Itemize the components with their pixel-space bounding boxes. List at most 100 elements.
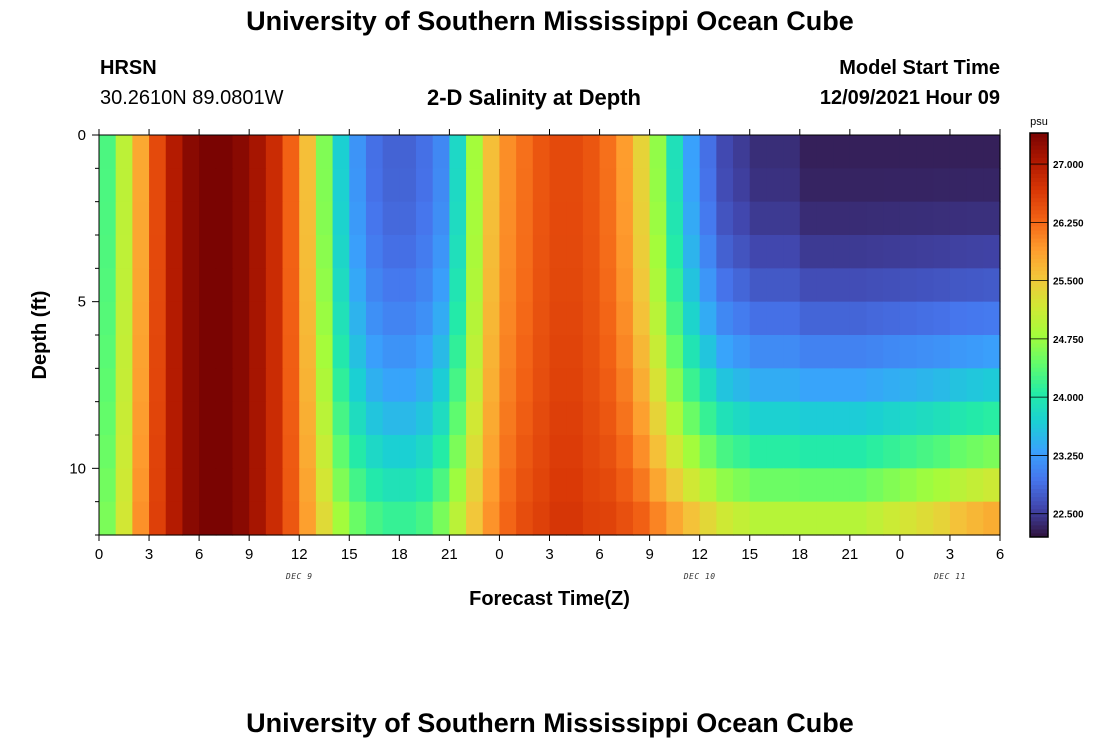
colorbar-segment bbox=[1030, 197, 1048, 203]
x-axis-title: Forecast Time(Z) bbox=[469, 588, 630, 610]
colorbar-segment bbox=[1030, 351, 1048, 356]
heatmap-cell bbox=[766, 368, 784, 403]
heatmap-cell bbox=[532, 401, 551, 436]
heatmap-cell bbox=[315, 401, 334, 436]
heatmap-cell bbox=[649, 501, 667, 536]
heatmap-cell bbox=[532, 268, 551, 303]
heatmap-cell bbox=[566, 468, 584, 503]
heatmap-cell bbox=[516, 368, 534, 403]
heatmap-cell bbox=[449, 435, 467, 469]
heatmap-cell bbox=[249, 335, 267, 369]
x-date-label: DEC 11 bbox=[933, 572, 966, 581]
heatmap-cell bbox=[749, 368, 768, 403]
colorbar-segment bbox=[1030, 427, 1048, 433]
heatmap-cell bbox=[165, 201, 184, 236]
heatmap-cell bbox=[849, 301, 868, 336]
x-tick-label: 18 bbox=[391, 546, 408, 563]
heatmap-cell bbox=[632, 135, 651, 169]
colorbar-segment bbox=[1030, 339, 1048, 344]
heatmap-cell bbox=[199, 435, 217, 469]
heatmap-cell bbox=[899, 401, 918, 436]
colorbar-segment bbox=[1030, 480, 1048, 485]
colorbar-segment bbox=[1030, 258, 1048, 263]
heatmap-cell bbox=[899, 301, 918, 336]
heatmap-cell bbox=[399, 335, 417, 369]
heatmap-cell bbox=[899, 368, 918, 403]
colorbar-segment bbox=[1030, 464, 1048, 469]
colorbar-segment bbox=[1030, 270, 1048, 275]
heatmap-cell bbox=[449, 235, 467, 269]
heatmap-cell bbox=[282, 501, 300, 536]
heatmap-cell bbox=[566, 135, 584, 169]
colorbar-segment bbox=[1030, 484, 1048, 490]
heatmap-cell bbox=[649, 401, 667, 436]
x-tick-label: 15 bbox=[741, 546, 758, 563]
heatmap-cell bbox=[282, 335, 300, 369]
heatmap-cell bbox=[416, 135, 434, 169]
heatmap-cell bbox=[132, 401, 150, 436]
heatmap-cell bbox=[416, 201, 434, 236]
colorbar-segment bbox=[1030, 330, 1048, 336]
heatmap-cell bbox=[449, 301, 467, 336]
heatmap-cell bbox=[332, 401, 350, 436]
heatmap-cell bbox=[749, 501, 768, 536]
heatmap-cell bbox=[115, 501, 133, 536]
heatmap-cell bbox=[616, 268, 634, 303]
heatmap-cell bbox=[749, 235, 768, 269]
heatmap-cell bbox=[783, 301, 801, 336]
heatmap-cell bbox=[866, 435, 884, 469]
heatmap-cell bbox=[482, 135, 501, 169]
heatmap-cell bbox=[432, 268, 450, 303]
colorbar-segment bbox=[1030, 306, 1048, 312]
heatmap-cell bbox=[516, 468, 534, 503]
heatmap-cell bbox=[799, 268, 818, 303]
heatmap-cell bbox=[599, 401, 617, 436]
x-axis: 0 3 6 9 12 15 18 21 0 3 6 9 12 15 18 21 0 3 6 DEC 9 DEC 10 DE… bbox=[95, 129, 1004, 581]
heatmap-cell bbox=[933, 235, 951, 269]
heatmap-cell bbox=[966, 268, 984, 303]
heatmap-cell bbox=[649, 368, 667, 403]
heatmap-cell bbox=[282, 168, 300, 203]
heatmap-cell bbox=[532, 135, 551, 169]
heatmap-cell bbox=[282, 368, 300, 403]
heatmap-cell bbox=[632, 268, 651, 303]
colorbar-segment bbox=[1030, 221, 1048, 227]
heatmap-cell bbox=[132, 268, 150, 303]
heatmap-cell bbox=[983, 201, 1001, 236]
heatmap-cell bbox=[349, 168, 367, 203]
heatmap-cell bbox=[949, 468, 968, 503]
heatmap-cell bbox=[349, 335, 367, 369]
heatmap-cell bbox=[416, 468, 434, 503]
heatmap-cell bbox=[682, 201, 701, 236]
heatmap-cell bbox=[733, 235, 751, 269]
heatmap-cell bbox=[249, 168, 267, 203]
heatmap-cell bbox=[582, 201, 601, 236]
heatmap-cell bbox=[215, 235, 234, 269]
heatmap-cell bbox=[616, 501, 634, 536]
heatmap-cell bbox=[833, 368, 851, 403]
colorbar-segment bbox=[1030, 322, 1048, 328]
heatmap-cell bbox=[532, 301, 551, 336]
heatmap-cell bbox=[315, 435, 334, 469]
heatmap-cell bbox=[132, 335, 150, 369]
heatmap-cell bbox=[199, 368, 217, 403]
heatmap-cell bbox=[449, 168, 467, 203]
heatmap-cell bbox=[783, 201, 801, 236]
colorbar-segment bbox=[1030, 524, 1048, 530]
heatmap-cell bbox=[682, 368, 701, 403]
heatmap-cell bbox=[549, 135, 567, 169]
heatmap-cell bbox=[699, 401, 717, 436]
heatmap-cell bbox=[282, 135, 300, 169]
heatmap-cell bbox=[833, 235, 851, 269]
colorbar-segment bbox=[1030, 314, 1048, 320]
heatmap-cell bbox=[432, 468, 450, 503]
heatmap-cell bbox=[299, 501, 317, 536]
heatmap-cell bbox=[566, 501, 584, 536]
heatmap-cell bbox=[449, 401, 467, 436]
heatmap-cell bbox=[399, 135, 417, 169]
heatmap-cell bbox=[215, 435, 234, 469]
heatmap-cell bbox=[866, 168, 884, 203]
heatmap-cell bbox=[382, 268, 400, 303]
heatmap-cell bbox=[482, 335, 501, 369]
colorbar-segment bbox=[1030, 238, 1048, 243]
